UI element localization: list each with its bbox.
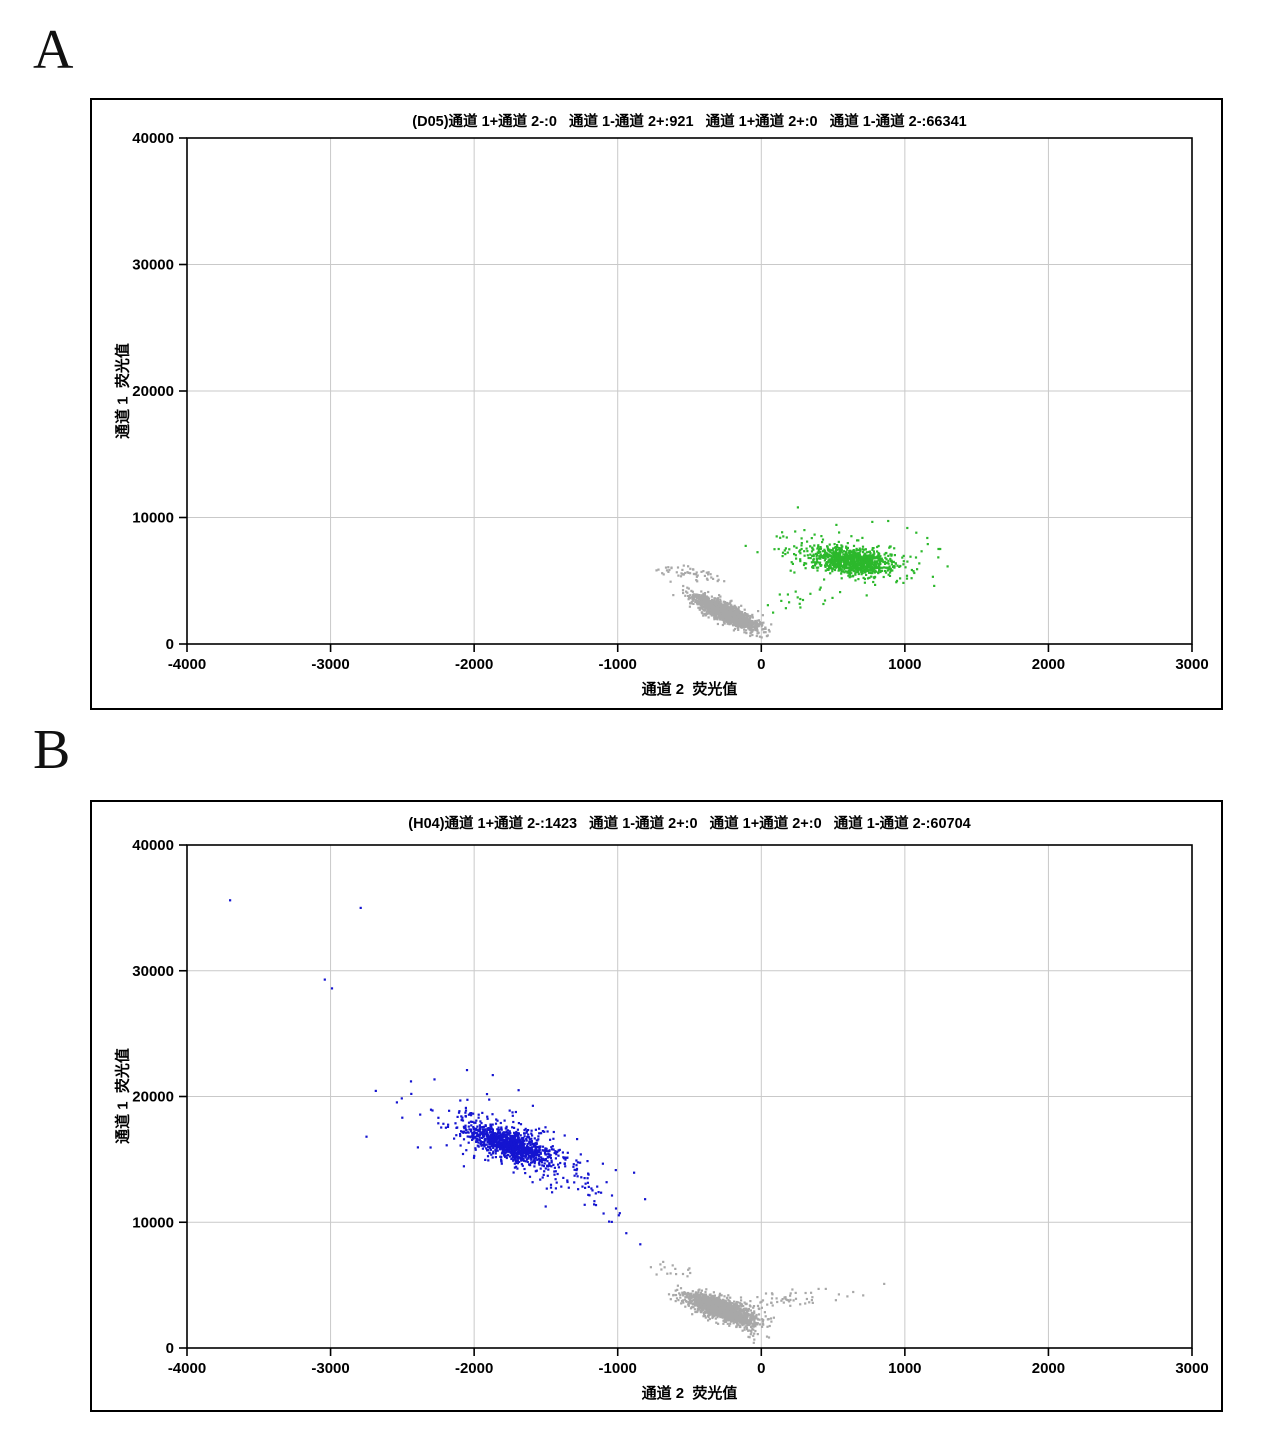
chart-a-y-axis-label: 通道 1 荧光值 [114,343,132,439]
svg-text:30000: 30000 [132,257,174,274]
svg-text:3000: 3000 [1175,656,1208,673]
svg-text:-1000: -1000 [599,656,637,673]
svg-text:2000: 2000 [1032,656,1065,673]
svg-text:0: 0 [757,656,765,673]
droplet-points [229,899,886,1344]
chart-b-plot: -4000 -3000 -2000 -1000 0 1000 2000 30000100002… [132,837,1208,1377]
svg-text:0: 0 [166,1340,174,1357]
svg-text:10000: 10000 [132,510,174,527]
svg-text:20000: 20000 [132,1089,174,1106]
axis-ticks [179,137,1193,652]
svg-text:-3000: -3000 [311,1360,349,1377]
svg-text:-4000: -4000 [168,1360,206,1377]
axis-tick-labels: -4000 -3000 -2000 -1000 0 1000 2000 30000100002… [132,837,1208,1377]
svg-text:30000: 30000 [132,963,174,980]
svg-text:2000: 2000 [1032,1360,1065,1377]
svg-text:-2000: -2000 [455,1360,493,1377]
gridlines [187,138,1192,644]
svg-text:-1000: -1000 [599,1360,637,1377]
svg-text:-2000: -2000 [455,656,493,673]
svg-text:-4000: -4000 [168,656,206,673]
svg-text:1000: 1000 [888,656,921,673]
chart-a-plot: -4000 -3000 -2000 -1000 0 1000 2000 30000100002… [132,130,1208,673]
svg-text:1000: 1000 [888,1360,921,1377]
chart-a-frame: (D05)通道 1+通道 2-:0 通道 1-通道 2+:921 通道 1+通道… [90,98,1223,710]
chart-b-x-axis-label: 通道 2 荧光值 [641,1385,738,1402]
chart-b-frame: (H04)通道 1+通道 2-:1423 通道 1-通道 2+:0 通道 1+通… [90,800,1223,1412]
panel-a-letter: A [33,19,74,81]
svg-text:-3000: -3000 [311,656,349,673]
panel-b-letter: B [33,719,71,781]
gridlines [187,845,1192,1348]
droplet-points [655,506,949,639]
svg-text:3000: 3000 [1175,1360,1208,1377]
svg-text:0: 0 [757,1360,765,1377]
chart-a-title: (D05)通道 1+通道 2-:0 通道 1-通道 2+:921 通道 1+通道… [412,114,967,130]
chart-b-title: (H04)通道 1+通道 2-:1423 通道 1-通道 2+:0 通道 1+通… [408,816,971,832]
svg-text:10000: 10000 [132,1214,174,1231]
svg-text:20000: 20000 [132,383,174,400]
chart-a-x-axis-label: 通道 2 荧光值 [641,681,738,698]
svg-text:40000: 40000 [132,837,174,854]
svg-text:40000: 40000 [132,130,174,147]
axis-tick-labels: -4000 -3000 -2000 -1000 0 1000 2000 30000100002… [132,130,1208,673]
chart-b-y-axis-label: 通道 1 荧光值 [114,1048,132,1144]
svg-text:0: 0 [166,636,174,653]
axis-ticks [179,844,1193,1356]
